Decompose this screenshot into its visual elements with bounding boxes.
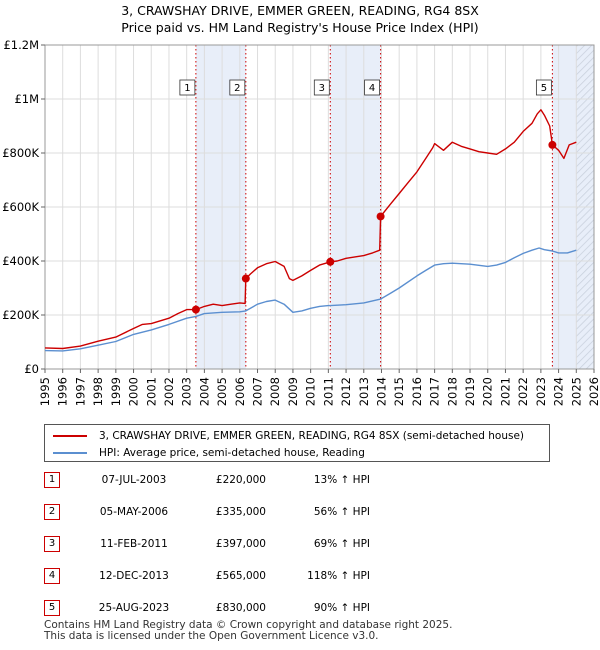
table-row: 1 07-JUL-2003 £220,000 13% ↑ HPI (44, 472, 384, 492)
x-tick-label: 2000 (127, 377, 141, 406)
sale-marker-badge (364, 79, 380, 96)
y-tick-label: £400K (2, 254, 39, 268)
x-tick-label: 2021 (498, 377, 512, 406)
sale-marker-badge (229, 79, 246, 96)
sale-date: 12-DEC-2013 (99, 570, 169, 582)
x-tick-label: 1998 (91, 377, 105, 406)
table-row: 4 12-DEC-2013 £565,000 118% ↑ HPI (44, 568, 384, 588)
legend-item-hpi: HPI: Average price, semi-detached house,… (53, 445, 365, 461)
price-chart: 1 2 3 4 5 £0 £200K £400K £600K £800K £1M £1.2M 199… (2, 38, 600, 406)
sale-price: £565,000 (215, 570, 266, 582)
y-tick-label: £200K (2, 308, 39, 322)
chart-subtitle: Price paid vs. HM Land Registry's House … (121, 20, 479, 35)
footer-line2: This data is licensed under the Open Gov… (44, 630, 379, 642)
legend-swatch-property (53, 435, 87, 437)
sale-marker-label: 4 (369, 83, 375, 94)
x-tick-label: 2012 (339, 377, 353, 406)
y-tick-label: £0 (24, 362, 39, 376)
table-row: 3 11-FEB-2011 £397,000 69% ↑ HPI (44, 536, 384, 556)
x-tick-label: 2026 (587, 377, 600, 406)
sale-point (241, 274, 250, 283)
sale-hpi-comparison: 13% ↑ HPI (313, 474, 370, 486)
x-tick-label: 2009 (286, 377, 300, 406)
x-tick-label: 2010 (304, 377, 318, 406)
y-tick-label: £1.2M (3, 38, 39, 52)
x-tick-label: 2004 (197, 377, 211, 406)
sale-point (548, 140, 557, 149)
y-tick-label: £800K (2, 146, 39, 160)
sale-date: 05-MAY-2006 (99, 506, 169, 518)
x-tick-label: 1996 (56, 377, 70, 406)
x-tick-label: 2015 (392, 377, 406, 406)
x-tick-label: 2016 (410, 377, 424, 406)
x-tick-label: 2005 (215, 377, 229, 406)
sale-price: £830,000 (215, 602, 266, 614)
sale-hpi-comparison: 118% ↑ HPI (307, 570, 370, 582)
x-tick-label: 1997 (73, 377, 87, 406)
x-tick-label: 2003 (180, 377, 194, 406)
sale-price: £220,000 (215, 474, 266, 486)
sale-marker-label: 3 (319, 83, 325, 94)
legend: 3, CRAWSHAY DRIVE, EMMER GREEN, READING,… (44, 424, 550, 462)
legend-item-property: 3, CRAWSHAY DRIVE, EMMER GREEN, READING,… (53, 428, 524, 444)
sale-date: 11-FEB-2011 (100, 538, 168, 550)
y-axis-ticks: £0 £200K £400K £600K £800K £1M £1.2M (2, 38, 45, 376)
sale-hpi-comparison: 69% ↑ HPI (313, 538, 370, 550)
sale-marker-badge (535, 79, 552, 96)
sale-date: 25-AUG-2023 (98, 602, 170, 614)
x-tick-label: 2014 (374, 377, 388, 406)
x-tick-label: 2020 (481, 377, 495, 406)
series-line-hpi (45, 247, 577, 352)
x-tick-label: 2008 (268, 377, 282, 406)
sale-marker-label: 1 (184, 83, 190, 94)
x-tick-label: 2022 (516, 377, 530, 406)
x-tick-label: 2024 (552, 377, 566, 406)
x-tick-label: 1995 (38, 377, 52, 406)
sale-price: £335,000 (215, 506, 266, 518)
x-tick-label: 2002 (162, 377, 176, 406)
x-tick-label: 2001 (144, 377, 158, 406)
sale-date: 07-JUL-2003 (101, 474, 167, 486)
x-tick-label: 2006 (233, 377, 247, 406)
y-tick-label: £600K (2, 200, 39, 214)
x-tick-label: 2019 (463, 377, 477, 406)
sale-number-badge: 5 (44, 600, 60, 616)
sale-marker-badge (313, 79, 330, 96)
legend-label-property: 3, CRAWSHAY DRIVE, EMMER GREEN, READING,… (99, 430, 525, 442)
x-tick-label: 2013 (357, 377, 371, 406)
sale-marker-badge (179, 79, 196, 96)
legend-label-hpi: HPI: Average price, semi-detached house,… (99, 447, 365, 459)
sale-marker-label: 5 (541, 83, 547, 94)
sale-hpi-comparison: 56% ↑ HPI (313, 506, 370, 518)
x-tick-label: 2023 (534, 377, 548, 406)
sale-point (191, 305, 200, 314)
x-tick-label: 2017 (428, 377, 442, 406)
legend-swatch-hpi (53, 452, 87, 454)
sale-number-badge: 1 (44, 472, 60, 488)
table-row: 5 25-AUG-2023 £830,000 90% ↑ HPI (44, 600, 384, 620)
x-tick-label: 1999 (109, 377, 123, 406)
sale-point (376, 212, 385, 221)
x-tick-label: 2011 (321, 377, 335, 406)
chart-title-line1: 3, CRAWSHAY DRIVE, EMMER GREEN, READING,… (121, 3, 479, 18)
sale-number-badge: 2 (44, 504, 60, 520)
x-tick-label: 2007 (251, 377, 265, 406)
footer-line1: Contains HM Land Registry data © Crown c… (44, 619, 453, 631)
sale-marker-label: 2 (234, 83, 240, 94)
sale-hpi-comparison: 90% ↑ HPI (313, 602, 370, 614)
sale-point (326, 257, 335, 266)
x-tick-label: 2018 (445, 377, 459, 406)
sale-number-badge: 3 (44, 536, 60, 552)
sale-price: £397,000 (215, 538, 266, 550)
sale-number-badge: 4 (44, 568, 60, 584)
chart-title: 3, CRAWSHAY DRIVE, EMMER GREEN, READING,… (0, 2, 600, 36)
x-axis-ticks: 1995 1996 1997 1998 1999 2000 2001 2002 2003 2004… (38, 369, 600, 406)
footer-attribution: Contains HM Land Registry data © Crown c… (44, 620, 452, 642)
x-tick-label: 2025 (569, 377, 583, 406)
sale-markers: 1 2 3 4 5 (179, 79, 557, 314)
y-tick-label: £1M (14, 92, 39, 106)
table-row: 2 05-MAY-2006 £335,000 56% ↑ HPI (44, 504, 384, 524)
